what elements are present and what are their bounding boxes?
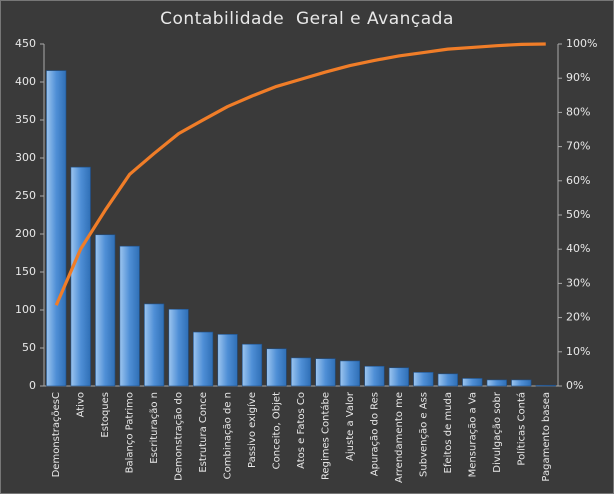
bar xyxy=(46,70,67,387)
bar xyxy=(388,367,409,387)
x-tick-label: Estoques xyxy=(100,392,111,438)
y2-tick-label: 60% xyxy=(566,174,590,187)
y-tick-label: 200 xyxy=(15,227,36,240)
chart-title: Contabilidade Geral e Avançada xyxy=(160,9,454,29)
x-tick-label: Ajuste a Valor xyxy=(345,391,356,461)
bar xyxy=(266,348,287,387)
bar xyxy=(217,334,238,387)
bar xyxy=(168,308,189,387)
bar xyxy=(241,343,263,387)
bar xyxy=(437,373,458,387)
x-tick-label: Apuração do Res xyxy=(369,392,380,476)
y-tick-label: 450 xyxy=(15,37,36,50)
y-tick-label: 150 xyxy=(15,265,36,278)
bar xyxy=(364,365,385,387)
x-tick-label: DemonstraçõesC xyxy=(51,392,62,477)
x-tick-label: Passivo exigíve xyxy=(246,392,258,468)
bar xyxy=(70,166,91,387)
y-tick-label: 250 xyxy=(15,189,36,202)
x-tick-label: Divulgação sobr xyxy=(492,391,503,473)
bar xyxy=(339,360,361,387)
x-tick-label: Escrituração n xyxy=(149,392,160,464)
x-tick-label: Mensuração a Va xyxy=(467,392,478,477)
x-tick-label: Políticas Contá xyxy=(515,392,527,466)
x-tick-label: Combinação de n xyxy=(223,392,234,479)
x-tick-label: Regimes Contábe xyxy=(319,392,331,480)
x-tick-label: Efeitos de muda xyxy=(443,392,454,473)
y2-tick-label: 100% xyxy=(566,37,597,50)
cumulative-line xyxy=(54,42,546,306)
y-tick-label: 50 xyxy=(22,341,36,354)
x-tick-label: Arrendamento me xyxy=(394,392,405,483)
y2-tick-label: 70% xyxy=(566,140,590,153)
y2-tick-label: 30% xyxy=(566,276,590,289)
bar xyxy=(315,358,336,387)
bar xyxy=(535,384,556,387)
x-tick-label: Demonstração do xyxy=(174,392,185,481)
x-tick-label: Atos e Fatos Co xyxy=(296,392,307,469)
y2-tick-label: 40% xyxy=(566,242,590,255)
y2-tick-label: 90% xyxy=(566,71,590,84)
bar xyxy=(193,331,214,387)
y2-tick-label: 50% xyxy=(566,208,590,221)
x-tick-label: Balanço Patrimo xyxy=(125,392,136,473)
x-tick-label: Subvenção e Ass xyxy=(418,392,429,477)
bar xyxy=(95,234,116,387)
y2-tick-label: 10% xyxy=(566,345,590,358)
bar xyxy=(144,303,165,387)
y2-tick-label: 0% xyxy=(566,379,583,392)
bar xyxy=(290,357,312,387)
y2-tick-label: 20% xyxy=(566,311,590,324)
x-tick-label: Estrutura Conce xyxy=(198,392,209,473)
bar xyxy=(486,379,507,387)
bar xyxy=(119,245,140,387)
y-tick-label: 350 xyxy=(15,113,36,126)
y2-tick-label: 80% xyxy=(566,105,590,118)
bar xyxy=(462,378,483,387)
x-tick-label: Conceito, Objet xyxy=(272,392,283,469)
x-tick-label: Ativo xyxy=(76,392,87,417)
x-tick-label: Pagamento basea xyxy=(541,392,552,482)
y-tick-label: 0 xyxy=(29,379,36,392)
bar xyxy=(413,372,434,387)
y-tick-label: 400 xyxy=(15,75,36,88)
bar xyxy=(511,379,532,387)
y-tick-label: 300 xyxy=(15,151,36,164)
y-tick-label: 100 xyxy=(15,303,36,316)
